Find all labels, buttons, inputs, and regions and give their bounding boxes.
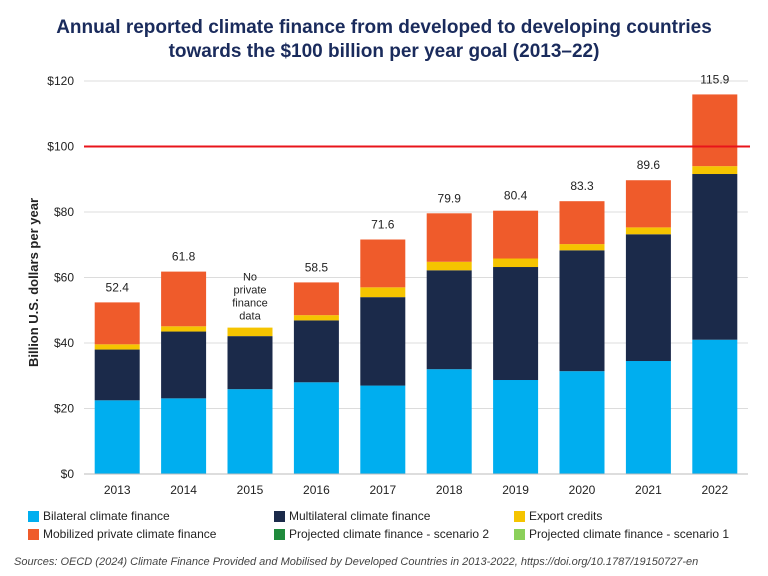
y-tick-label: $120 bbox=[47, 74, 74, 88]
annotation-line: No bbox=[243, 272, 257, 284]
bar-segment bbox=[161, 326, 207, 332]
y-tick-label: $100 bbox=[47, 140, 74, 154]
legend-label: Projected climate finance - scenario 1 bbox=[529, 527, 730, 541]
legend-item: Export credits bbox=[514, 509, 758, 523]
x-tick-label: 2018 bbox=[436, 483, 463, 497]
y-tick-label: $20 bbox=[54, 402, 74, 416]
bar-segment bbox=[625, 227, 671, 235]
data-labels: 52.4 61.8 No private finance data 58.5 71.6 79.9… bbox=[106, 72, 730, 322]
legend-label: Mobilized private climate finance bbox=[43, 527, 217, 541]
axes: $0 $20 $40 $60 $80 $100 $120 Billion U.S. dolla… bbox=[26, 74, 748, 497]
legend: Bilateral climate finance Multilateral c… bbox=[28, 509, 758, 541]
total-data-label: 79.9 bbox=[438, 191, 462, 205]
x-tick-label: 2016 bbox=[303, 483, 330, 497]
legend-label: Multilateral climate finance bbox=[289, 509, 431, 523]
bar-segment bbox=[559, 371, 605, 474]
bar-segment bbox=[161, 398, 207, 474]
bar-segment bbox=[692, 174, 738, 340]
legend-swatch bbox=[274, 528, 285, 540]
bar-segment bbox=[360, 385, 406, 474]
bar-segment bbox=[227, 327, 273, 337]
legend-swatch bbox=[514, 510, 525, 522]
bar-segment bbox=[625, 234, 671, 362]
legend-swatch bbox=[274, 510, 285, 522]
y-tick-label: $80 bbox=[54, 205, 74, 219]
legend-item: Projected climate finance - scenario 1 bbox=[514, 527, 758, 541]
chart-title-line-1: Annual reported climate finance from dev… bbox=[56, 17, 712, 38]
bar-segment bbox=[293, 282, 339, 316]
bar-segment bbox=[692, 339, 738, 474]
bar-stacks bbox=[94, 94, 738, 474]
legend-item: Bilateral climate finance bbox=[28, 509, 274, 523]
x-tick-label: 2021 bbox=[635, 483, 662, 497]
bar-segment bbox=[625, 180, 671, 228]
y-tick-label: $0 bbox=[61, 467, 75, 481]
bar-segment bbox=[493, 380, 539, 474]
bar-segment bbox=[426, 261, 472, 271]
bar-segment bbox=[293, 315, 339, 321]
legend-item: Mobilized private climate finance bbox=[28, 527, 274, 541]
bar-segment bbox=[161, 331, 207, 399]
bar-segment bbox=[426, 369, 472, 474]
legend-swatch bbox=[28, 510, 39, 522]
x-tick-label: 2017 bbox=[369, 483, 396, 497]
annotation-line: finance bbox=[232, 298, 267, 310]
annotation-line: data bbox=[239, 311, 261, 323]
bar-segment bbox=[94, 302, 140, 345]
bar-segment bbox=[94, 349, 140, 401]
bar-segment bbox=[493, 210, 539, 259]
bar-segment bbox=[692, 166, 738, 175]
legend-swatch bbox=[514, 528, 525, 540]
x-tick-label: 2014 bbox=[170, 483, 197, 497]
total-data-label: 71.6 bbox=[371, 218, 395, 232]
bar-segment bbox=[360, 239, 406, 288]
total-data-label: 61.8 bbox=[172, 250, 196, 264]
total-data-label: 52.4 bbox=[106, 280, 130, 294]
bar-segment bbox=[559, 201, 605, 245]
x-tick-label: 2022 bbox=[701, 483, 728, 497]
bar-segment bbox=[426, 270, 472, 370]
y-axis-title: Billion U.S. dollars per year bbox=[26, 198, 41, 367]
bar-segment bbox=[293, 320, 339, 383]
total-data-label: 89.6 bbox=[637, 158, 661, 172]
y-tick-label: $60 bbox=[54, 271, 74, 285]
x-tick-label: 2013 bbox=[104, 483, 131, 497]
annotation-line: private bbox=[233, 285, 266, 297]
bar-segment bbox=[493, 267, 539, 381]
bar-segment bbox=[94, 344, 140, 350]
bar-segment bbox=[360, 287, 406, 298]
x-tick-label: 2019 bbox=[502, 483, 529, 497]
source-note: Sources: OECD (2024) Climate Finance Pro… bbox=[14, 556, 699, 568]
bar-segment bbox=[227, 336, 273, 390]
legend-label: Bilateral climate finance bbox=[43, 509, 170, 523]
x-tick-label: 2015 bbox=[237, 483, 264, 497]
legend-item: Multilateral climate finance bbox=[274, 509, 514, 523]
bar-segment bbox=[227, 389, 273, 474]
chart-title-line-2: towards the $100 billion per year goal (… bbox=[168, 41, 600, 62]
legend-swatch bbox=[28, 528, 39, 540]
bar-segment bbox=[692, 94, 738, 167]
bar-segment bbox=[426, 213, 472, 262]
bar-segment bbox=[94, 400, 140, 474]
y-tick-label: $40 bbox=[54, 336, 74, 350]
total-data-label: 115.9 bbox=[700, 72, 729, 86]
bar-segment bbox=[360, 297, 406, 386]
legend-label: Export credits bbox=[529, 509, 603, 523]
total-data-label: 80.4 bbox=[504, 189, 528, 203]
legend-label: Projected climate finance - scenario 2 bbox=[289, 527, 490, 541]
total-data-label: 83.3 bbox=[570, 179, 594, 193]
x-tick-label: 2020 bbox=[569, 483, 596, 497]
bar-segment bbox=[559, 250, 605, 372]
no-private-data-annotation: No private finance data bbox=[232, 272, 267, 323]
bar-segment bbox=[161, 271, 207, 327]
bar-segment bbox=[559, 244, 605, 251]
bar-segment bbox=[293, 382, 339, 474]
bar-segment bbox=[625, 361, 671, 474]
bar-segment bbox=[493, 258, 539, 268]
chart-title: Annual reported climate finance from dev… bbox=[0, 16, 768, 64]
legend-item: Projected climate finance - scenario 2 bbox=[274, 527, 514, 541]
total-data-label: 58.5 bbox=[305, 260, 329, 274]
